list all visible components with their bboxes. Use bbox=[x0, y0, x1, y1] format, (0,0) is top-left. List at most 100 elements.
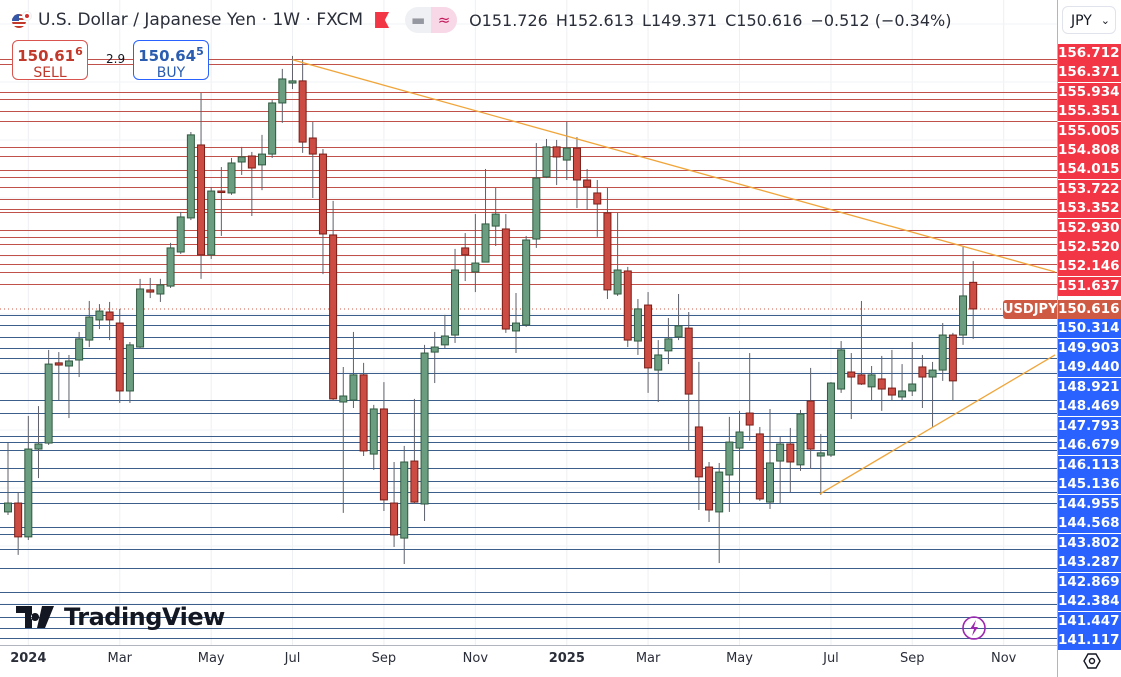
candle-body bbox=[115, 322, 124, 392]
settings-icon[interactable] bbox=[1083, 652, 1101, 670]
candle bbox=[125, 342, 134, 403]
candle bbox=[329, 200, 338, 402]
candle-body bbox=[603, 212, 612, 291]
candle-body bbox=[278, 78, 287, 104]
candle bbox=[491, 187, 500, 246]
candle bbox=[552, 139, 561, 186]
candle bbox=[512, 293, 520, 354]
low-value: L149.371 bbox=[642, 10, 718, 30]
candle-body bbox=[532, 177, 541, 240]
candle-body bbox=[501, 228, 510, 330]
candle bbox=[735, 410, 744, 504]
sell-price: 150.61 bbox=[17, 47, 76, 65]
candle-body bbox=[14, 502, 23, 538]
resistance-price-label: 156.712 bbox=[1058, 44, 1121, 63]
candle-body bbox=[136, 288, 145, 348]
ohlc-readout: O151.726 H152.613 L149.371 C150.616 −0.512 (… bbox=[469, 11, 959, 30]
candle bbox=[4, 443, 12, 516]
candle bbox=[146, 277, 155, 299]
candle bbox=[664, 318, 673, 365]
candle-body bbox=[258, 153, 266, 166]
candle bbox=[471, 214, 480, 293]
candle-body bbox=[54, 362, 63, 366]
candle bbox=[887, 349, 896, 402]
resistance-price-label: 154.015 bbox=[1058, 160, 1121, 180]
price-chart[interactable] bbox=[0, 0, 1057, 677]
trendline bbox=[292, 59, 1056, 273]
candle bbox=[684, 312, 693, 450]
candle-body bbox=[948, 334, 957, 382]
candle-body bbox=[125, 344, 134, 392]
chart-header: U.S. Dollar / Japanese Yen · 1W · FXCM ▬… bbox=[12, 6, 959, 34]
candle-body bbox=[268, 102, 277, 155]
candle-body bbox=[776, 443, 785, 462]
candle bbox=[796, 409, 805, 471]
trendlines[interactable] bbox=[292, 59, 1056, 495]
candle-body bbox=[207, 190, 216, 256]
candle-body bbox=[796, 413, 805, 466]
candle bbox=[14, 492, 23, 555]
candle-body bbox=[633, 308, 642, 342]
lightning-icon[interactable] bbox=[961, 615, 987, 641]
candle bbox=[115, 308, 124, 403]
wave-icon[interactable]: ≈ bbox=[431, 7, 458, 33]
symbol-title[interactable]: U.S. Dollar / Japanese Yen · 1W · FXCM bbox=[38, 10, 364, 30]
minus-icon[interactable]: ▬ bbox=[410, 11, 426, 29]
support-price-label: 144.955 bbox=[1058, 494, 1121, 514]
candle bbox=[938, 323, 947, 381]
candle bbox=[268, 100, 277, 158]
candle bbox=[359, 362, 368, 456]
candle-body bbox=[329, 234, 338, 400]
candle-body bbox=[95, 310, 104, 321]
candle-body bbox=[867, 374, 876, 388]
support-price-label: 143.802 bbox=[1058, 533, 1121, 553]
resistance-price-label: 152.146 bbox=[1058, 257, 1121, 277]
resistance-price-label: 153.722 bbox=[1058, 179, 1121, 199]
candle bbox=[898, 364, 907, 401]
buy-button[interactable]: 150.645 BUY bbox=[133, 40, 209, 81]
candle-body bbox=[369, 408, 378, 455]
support-price-label: 146.679 bbox=[1058, 436, 1121, 455]
time-axis-label: May bbox=[197, 651, 225, 666]
candle-body bbox=[186, 134, 195, 219]
candle bbox=[440, 314, 449, 348]
tradingview-logo[interactable]: TradingView bbox=[16, 603, 225, 631]
candle bbox=[725, 416, 734, 512]
candle bbox=[857, 300, 866, 385]
indicator-toggle[interactable]: ▬ ≈ bbox=[405, 7, 458, 33]
candle-body bbox=[400, 461, 409, 539]
currency-selector[interactable]: JPY ⌄ bbox=[1062, 6, 1116, 34]
candle-body bbox=[308, 137, 317, 155]
candle bbox=[532, 143, 541, 248]
candle bbox=[715, 462, 724, 564]
support-price-label: 148.469 bbox=[1058, 397, 1121, 416]
candle bbox=[694, 361, 703, 510]
candle-body bbox=[359, 374, 368, 452]
red-flag-icon[interactable] bbox=[375, 12, 390, 28]
buy-price-pip: 5 bbox=[196, 45, 204, 58]
candle-body bbox=[339, 395, 348, 403]
candle-body bbox=[64, 360, 73, 367]
candle-body bbox=[766, 462, 774, 503]
candle-body bbox=[857, 374, 866, 385]
support-price-label: 144.568 bbox=[1058, 514, 1121, 533]
candle bbox=[918, 354, 927, 408]
sell-button[interactable]: 150.616 SELL bbox=[12, 40, 88, 81]
support-price-label: 142.384 bbox=[1058, 592, 1121, 611]
candle bbox=[806, 367, 815, 469]
candle-body bbox=[197, 144, 206, 256]
buy-label: BUY bbox=[156, 65, 186, 81]
candle-body bbox=[288, 80, 297, 84]
candle-body bbox=[176, 216, 185, 253]
candle-body bbox=[146, 289, 155, 293]
candle bbox=[247, 151, 256, 216]
resistance-price-label: 155.005 bbox=[1058, 121, 1121, 141]
time-axis-label: 2024 bbox=[10, 651, 47, 666]
candle bbox=[908, 342, 917, 396]
candle-body bbox=[816, 452, 825, 457]
time-axis-label: Jul bbox=[284, 651, 301, 666]
candle bbox=[176, 211, 185, 254]
candle bbox=[867, 366, 876, 401]
candle-body bbox=[156, 284, 165, 295]
candle-body bbox=[725, 441, 734, 476]
